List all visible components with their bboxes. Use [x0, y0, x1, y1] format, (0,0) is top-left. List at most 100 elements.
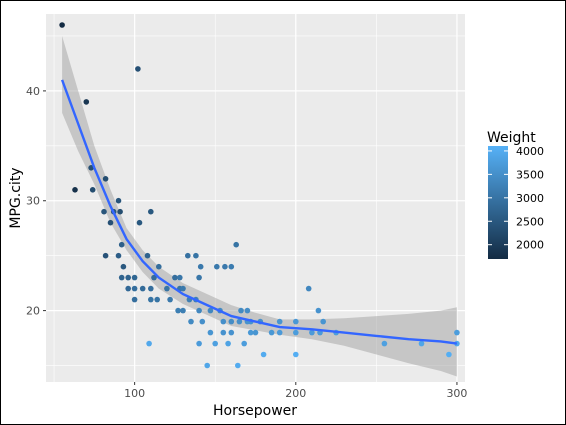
data-point — [320, 318, 327, 325]
data-point — [207, 307, 214, 314]
data-point — [180, 285, 186, 292]
x-tick-label: 300 — [446, 387, 467, 400]
data-point — [125, 285, 131, 292]
data-point — [83, 99, 90, 105]
legend-label: 4000 — [516, 145, 544, 158]
x-tick-label: 100 — [124, 387, 145, 400]
data-point — [120, 263, 127, 270]
legend-colorbar — [488, 146, 508, 259]
legend-label: 2000 — [516, 239, 544, 252]
y-axis-ticks: 20 30 40 — [26, 85, 46, 318]
y-tick-label: 20 — [26, 305, 40, 318]
data-point — [244, 307, 251, 314]
data-point — [188, 318, 194, 325]
data-point — [148, 296, 154, 303]
data-point — [418, 340, 425, 347]
data-point — [235, 362, 241, 369]
data-point — [260, 351, 267, 358]
data-point — [268, 329, 275, 336]
data-point — [115, 252, 122, 259]
data-point — [309, 329, 315, 336]
data-point — [454, 329, 460, 336]
legend-label: 3000 — [516, 192, 544, 205]
data-point — [59, 22, 65, 28]
data-point — [228, 329, 235, 336]
data-point — [131, 285, 138, 292]
data-point — [156, 263, 162, 270]
data-point — [131, 274, 138, 281]
data-point — [102, 176, 109, 182]
data-point — [185, 252, 191, 259]
data-point — [252, 329, 259, 336]
data-point — [151, 274, 157, 281]
data-point — [214, 263, 220, 270]
data-point — [196, 340, 202, 347]
data-point — [276, 329, 283, 336]
data-point — [293, 351, 299, 358]
data-point — [172, 274, 178, 281]
smooth-line — [60, 79, 458, 345]
data-point — [305, 285, 312, 292]
data-point — [233, 241, 239, 248]
data-point — [207, 329, 214, 336]
data-point — [154, 296, 160, 303]
data-point — [167, 296, 173, 303]
data-point — [125, 274, 131, 281]
data-point — [146, 340, 152, 347]
data-point — [88, 165, 94, 171]
data-point — [220, 318, 227, 325]
y-tick-label: 40 — [26, 85, 40, 98]
data-point — [228, 318, 235, 325]
data-point — [177, 274, 183, 281]
data-point — [293, 329, 299, 336]
data-point — [148, 285, 154, 292]
x-axis-ticks: 100 200 300 — [124, 382, 467, 400]
data-point — [446, 351, 452, 358]
data-point — [102, 252, 109, 259]
data-point — [220, 329, 227, 336]
data-point — [144, 252, 151, 259]
data-point — [101, 208, 107, 215]
data-point — [115, 197, 122, 204]
data-point — [204, 362, 210, 369]
data-point — [293, 318, 299, 325]
data-point — [238, 307, 244, 314]
data-point — [196, 307, 202, 314]
x-axis-title: Horsepower — [213, 403, 297, 419]
data-point — [136, 219, 143, 226]
data-point — [193, 252, 199, 259]
legend-label: 2500 — [516, 215, 544, 228]
data-point — [199, 318, 206, 325]
data-point — [118, 241, 125, 248]
data-point — [247, 329, 254, 336]
legend-title: Weight — [487, 130, 536, 146]
data-point — [72, 187, 78, 193]
confidence-ribbon — [62, 36, 457, 377]
data-point — [276, 318, 283, 325]
data-point — [241, 340, 247, 347]
data-point — [225, 340, 231, 347]
data-point — [315, 307, 322, 314]
grid-minor — [46, 14, 465, 382]
data-point — [381, 340, 388, 347]
data-point — [117, 208, 123, 215]
x-tick-label: 200 — [285, 387, 306, 400]
data-point — [148, 208, 154, 215]
data-point — [228, 263, 235, 270]
data-point — [180, 307, 186, 314]
data-point — [175, 307, 181, 314]
legend-ticks: 4000 3500 3000 2500 2000 — [488, 145, 544, 252]
data-point — [212, 340, 218, 347]
data-point — [107, 219, 114, 226]
data-point — [197, 263, 204, 270]
data-point — [135, 66, 141, 72]
y-tick-label: 30 — [26, 195, 40, 208]
data-point — [131, 296, 138, 303]
data-point — [222, 263, 228, 270]
data-points — [59, 22, 460, 369]
data-point — [89, 187, 96, 193]
data-point — [196, 274, 202, 281]
data-point — [164, 285, 170, 292]
legend: Weight 4000 3500 3000 2500 2000 — [487, 130, 544, 259]
